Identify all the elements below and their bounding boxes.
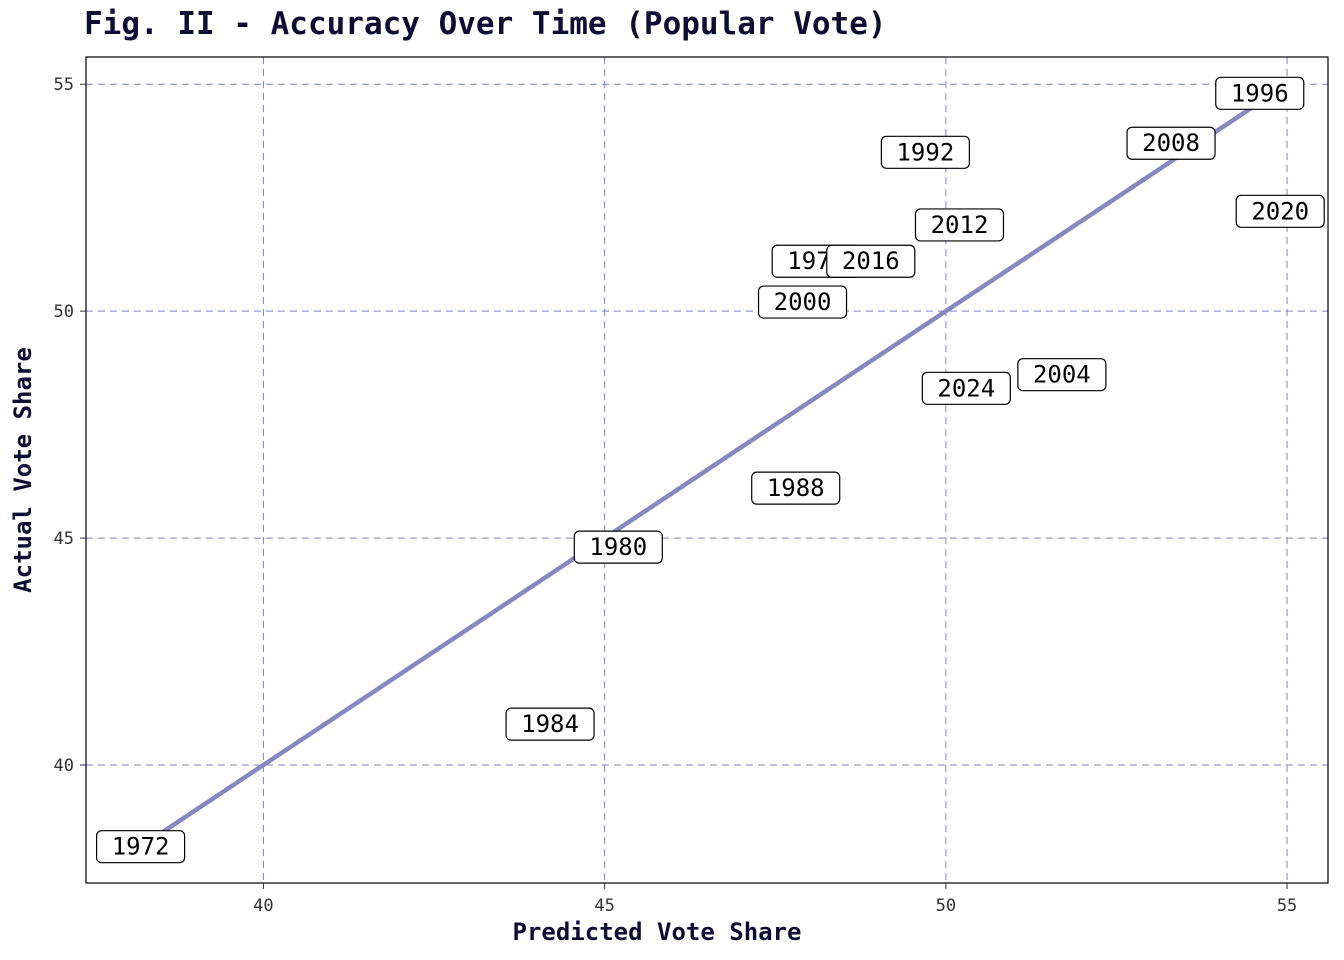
label-box	[826, 244, 916, 278]
label-text: 2008	[1142, 129, 1200, 157]
label-box	[757, 285, 848, 319]
point-label-1980: 1980	[573, 530, 663, 564]
label-text: 1984	[521, 710, 579, 738]
point-label-1984: 1984	[505, 707, 595, 741]
y-tick-label-55: 55	[54, 75, 74, 95]
reference-line-group	[138, 91, 1276, 849]
label-box	[1126, 126, 1216, 160]
x-tick-label-45: 45	[594, 896, 614, 916]
point-label-2000: 2000	[757, 285, 848, 319]
y-axis-title: Actual Vote Share	[9, 347, 37, 593]
label-box	[921, 371, 1011, 405]
label-box	[880, 135, 970, 169]
label-text: 2004	[1033, 361, 1091, 389]
x-axis-ticks: 40 45 50 55	[253, 883, 1297, 916]
point-label-1972: 1972	[95, 830, 186, 864]
grid-lines	[86, 57, 1328, 883]
point-labels: 1972197619801984198819921996200020042008…	[95, 76, 1325, 864]
point-label-2024: 2024	[921, 371, 1011, 405]
label-box	[1215, 76, 1305, 110]
label-text: 1972	[112, 833, 170, 861]
x-tick-label-55: 55	[1277, 896, 1297, 916]
label-box	[573, 530, 663, 564]
label-text: 1988	[767, 474, 825, 502]
y-tick-label-45: 45	[54, 529, 74, 549]
point-label-1988: 1988	[751, 471, 841, 505]
plot-panel	[85, 56, 1329, 884]
reference-line	[138, 91, 1276, 849]
point-label-1992: 1992	[880, 135, 970, 169]
label-text: 1996	[1231, 79, 1289, 107]
y-tick-label-50: 50	[54, 302, 74, 322]
label-box	[1017, 358, 1107, 392]
label-box	[95, 830, 186, 864]
point-label-2008: 2008	[1126, 126, 1216, 160]
point-label-2004: 2004	[1017, 358, 1107, 392]
y-tick-label-40: 40	[54, 756, 74, 776]
label-box	[505, 707, 595, 741]
label-text: 2000	[774, 288, 832, 316]
chart-title: Fig. II - Accuracy Over Time (Popular Vo…	[84, 6, 887, 42]
point-label-2012: 2012	[914, 208, 1005, 242]
label-text: 2024	[937, 374, 995, 402]
y-axis-ticks: 40 45 50 55	[54, 75, 86, 776]
point-label-2020: 2020	[1235, 194, 1325, 228]
point-label-1996: 1996	[1215, 76, 1305, 110]
label-text: 2016	[842, 247, 900, 275]
x-tick-label-40: 40	[253, 896, 273, 916]
label-text: 2020	[1251, 197, 1309, 225]
x-axis-title: Predicted Vote Share	[513, 918, 802, 946]
label-text: 2012	[931, 211, 989, 239]
x-tick-label-50: 50	[936, 896, 956, 916]
label-box	[1235, 194, 1325, 228]
label-box	[751, 471, 841, 505]
label-text: 1980	[589, 533, 647, 561]
point-label-2016: 2016	[826, 244, 916, 278]
label-text: 1992	[896, 138, 954, 166]
label-box	[914, 208, 1005, 242]
